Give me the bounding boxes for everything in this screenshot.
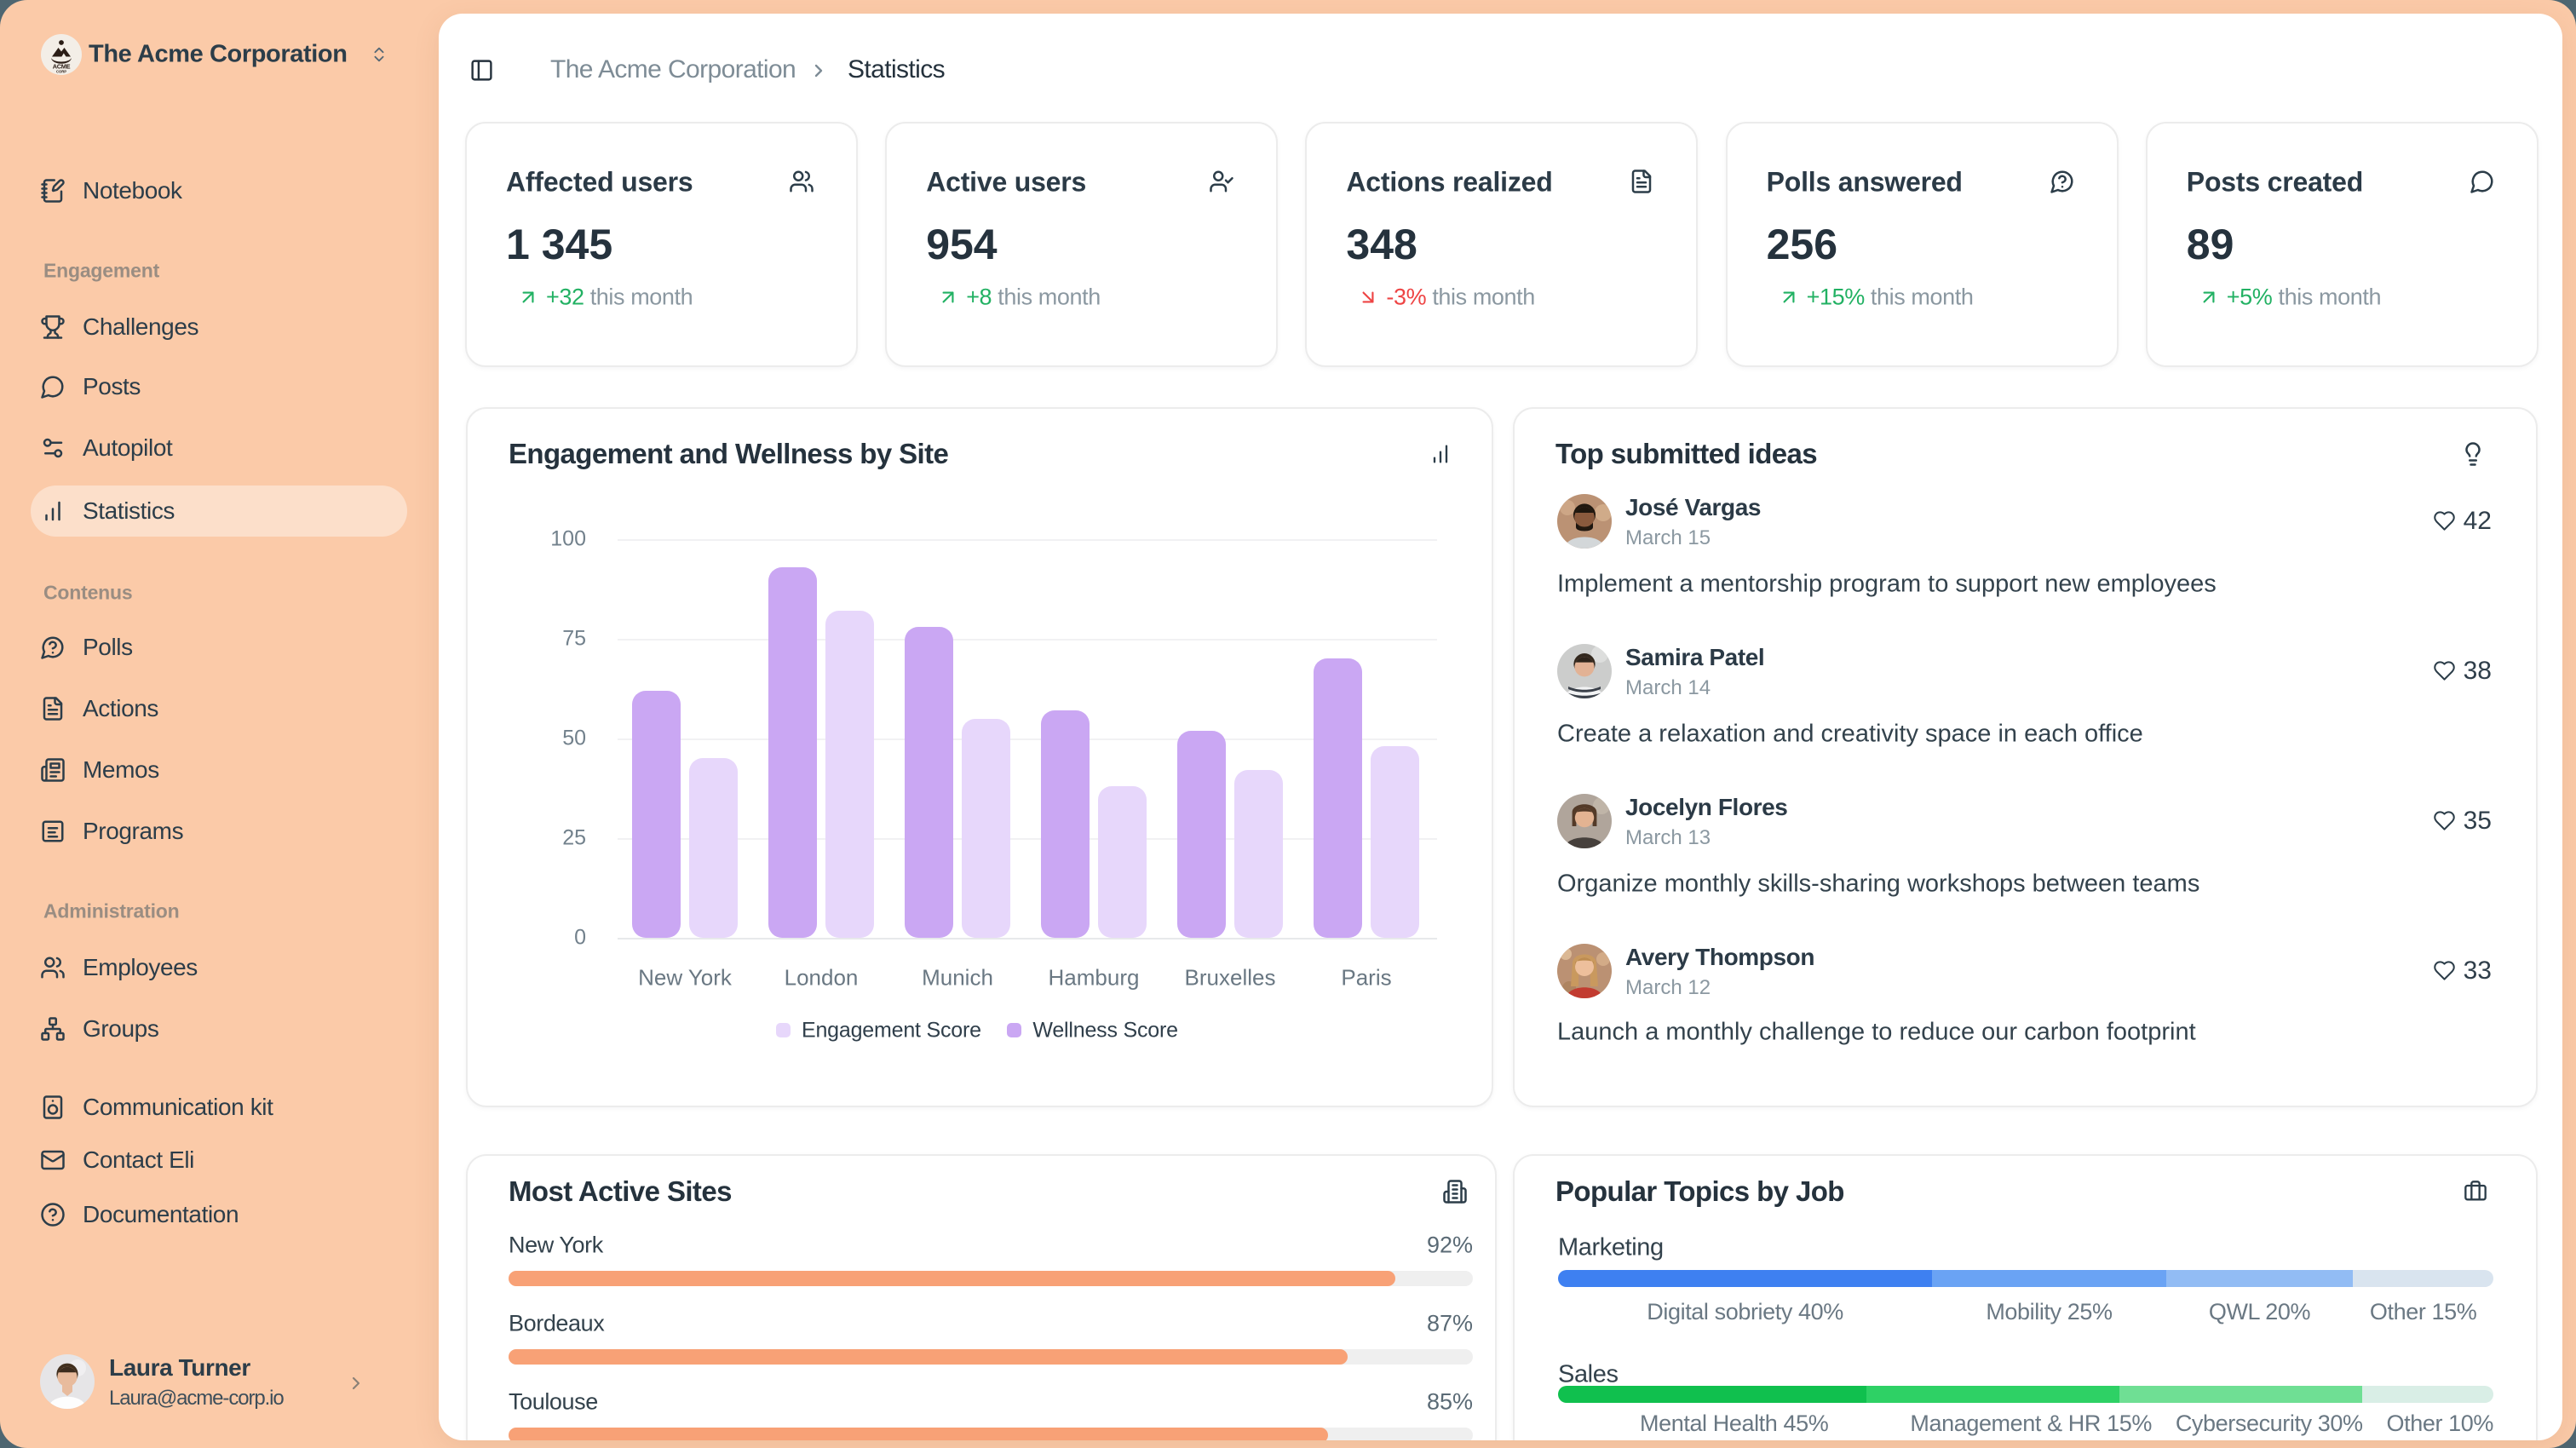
- svg-text:ACME: ACME: [53, 63, 71, 71]
- svg-text:CORP: CORP: [56, 70, 66, 74]
